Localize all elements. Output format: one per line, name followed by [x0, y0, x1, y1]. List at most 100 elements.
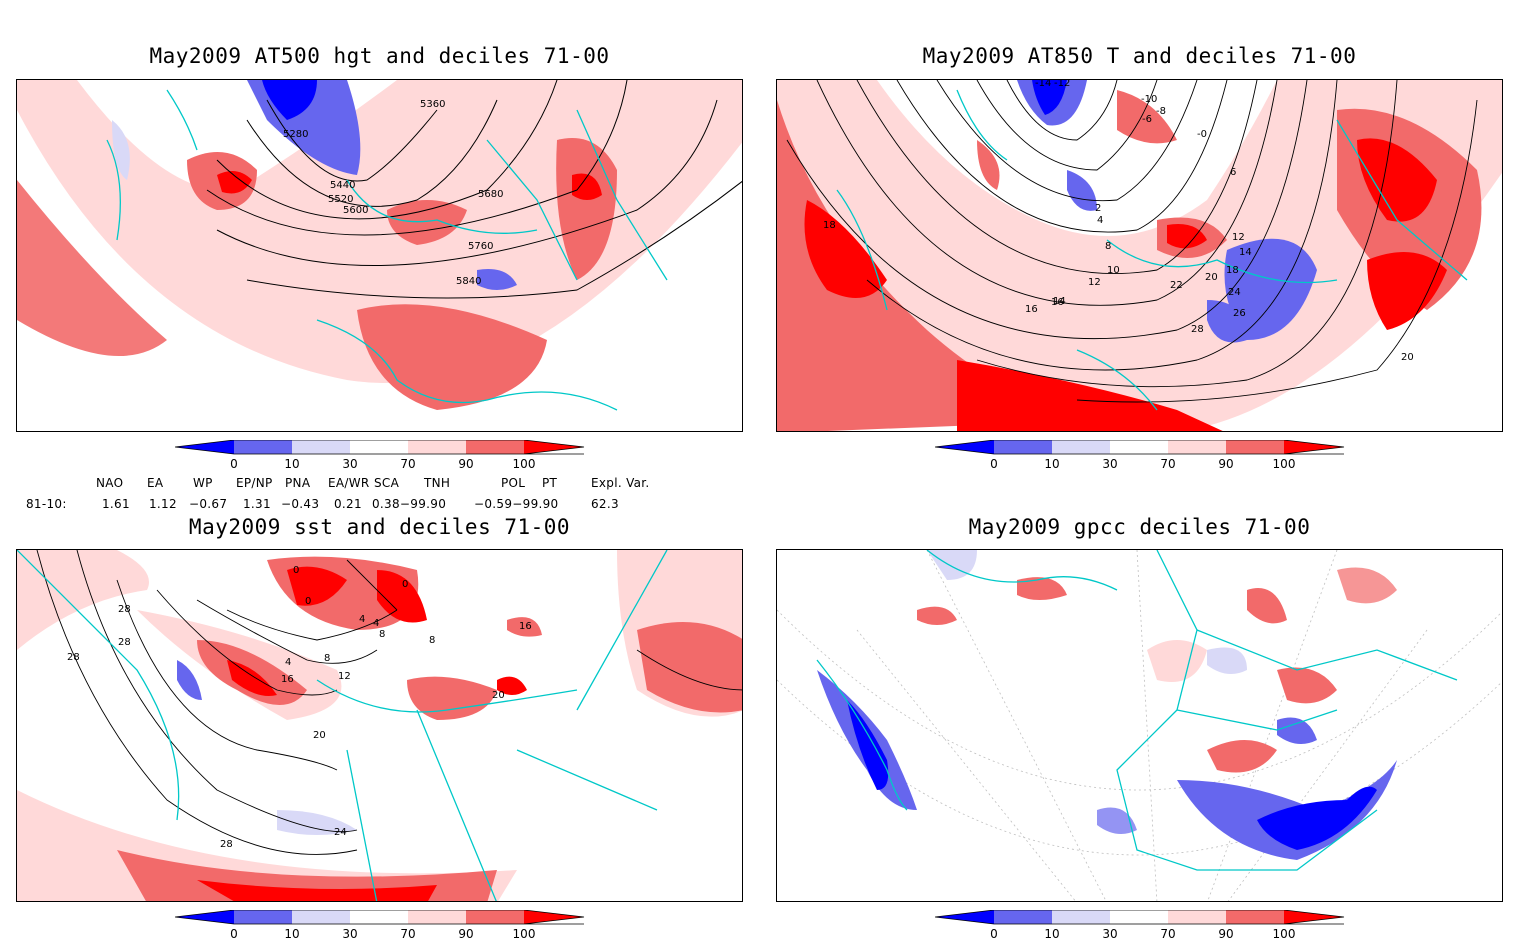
legend-sst: 0 10 30 70 90 100: [175, 910, 595, 946]
legend-tick: 10: [284, 927, 300, 941]
contour-label: 10: [1107, 265, 1120, 276]
contour-label: 4: [373, 618, 379, 629]
legend-tick: 90: [458, 927, 474, 941]
legend-tick: 30: [342, 927, 358, 941]
legend-tick: 0: [230, 457, 238, 471]
contour-label: 5360: [420, 99, 445, 110]
contour-label: -0: [1197, 129, 1207, 140]
contour-label: 0: [402, 579, 408, 590]
index-value-ea: 1.12: [149, 497, 177, 511]
contour-label: -10: [1141, 94, 1157, 105]
legend-tick: 30: [1102, 927, 1118, 941]
contour-label: 8: [429, 635, 435, 646]
legend-tick: 70: [400, 927, 416, 941]
contour-label: 5680: [478, 189, 503, 200]
legend-tick: 30: [342, 457, 358, 471]
contour-label: 14: [1053, 296, 1066, 307]
legend-tick: 10: [284, 457, 300, 471]
legend-tick: 90: [1218, 927, 1234, 941]
contour-label: -12: [1054, 80, 1070, 89]
contour-label: 8: [1105, 241, 1111, 252]
legend-hgt: 0 10 30 70 90 100: [175, 440, 595, 476]
legend-tick: 0: [230, 927, 238, 941]
index-value-pna: −0.43: [281, 497, 320, 511]
index-value-sca: 0.38−99.90: [372, 497, 447, 511]
panel-title-hgt: May2009 AT500 hgt and deciles 71-00: [149, 44, 610, 68]
contour-label: 16: [281, 674, 294, 685]
contour-label: 14: [1239, 247, 1252, 258]
map-sst: 28 28 28 0 0 0 4 4 8 4 8 12 16 16 20 20 …: [16, 549, 743, 902]
index-value-eawr: 0.21: [334, 497, 362, 511]
panel-title-sst: May2009 sst and deciles 71-00: [188, 515, 571, 539]
contour-label: 0: [305, 596, 311, 607]
contour-label: 4: [285, 657, 291, 668]
map-hgt: 5280 5360 5440 5520 5600 5680 5760 5840: [16, 79, 743, 432]
index-header-tnh: TNH: [424, 476, 451, 490]
index-value-tnh: −0.59−99.90: [474, 497, 559, 511]
contour-label: 28: [220, 839, 233, 850]
contour-label: 6: [1230, 167, 1236, 178]
contour-label: 28: [118, 637, 131, 648]
contour-label: 16: [1025, 304, 1038, 315]
contour-label: 2: [1095, 203, 1101, 214]
legend-tick: 90: [1218, 457, 1234, 471]
contour-label: 20: [1205, 272, 1218, 283]
index-header-explvar: Expl. Var.: [591, 476, 650, 490]
index-value-wp: −0.67: [189, 497, 228, 511]
legend-tick: 90: [458, 457, 474, 471]
legend-tick: 70: [1160, 927, 1176, 941]
map-gpcc: [776, 549, 1503, 902]
contour-label: 18: [823, 220, 836, 231]
contour-label: 18: [1226, 265, 1239, 276]
contour-label: 8: [324, 653, 330, 664]
legend-tick: 0: [990, 457, 998, 471]
legend-tick: 10: [1044, 457, 1060, 471]
index-value-epnp: 1.31: [243, 497, 271, 511]
map-temp: -14 -12 -10 -8 -6 -0 2 4 6 8 10 12 14 16…: [776, 79, 1503, 432]
index-row-label: 81-10:: [26, 497, 67, 511]
index-header-sca: SCA: [374, 476, 400, 490]
legend-tick: 100: [512, 457, 536, 471]
legend-gpcc: 0 10 30 70 90 100: [935, 910, 1355, 946]
contour-label: 5520: [328, 194, 353, 205]
contour-label: -6: [1142, 114, 1152, 125]
panel-title-temp: May2009 AT850 T and deciles 71-00: [922, 44, 1357, 68]
contour-label: 24: [334, 827, 347, 838]
contour-label: 12: [1232, 232, 1245, 243]
contour-label: 28: [118, 604, 131, 615]
legend-temp: 0 10 30 70 90 100: [935, 440, 1355, 476]
contour-label: 5280: [283, 129, 308, 140]
panel-title-gpcc: May2009 gpcc deciles 71-00: [968, 515, 1311, 539]
legend-tick: 70: [1160, 457, 1176, 471]
contour-label: 5840: [456, 276, 481, 287]
legend-tick: 100: [1272, 457, 1296, 471]
index-header-ea: EA: [147, 476, 164, 490]
contour-label: 5440: [330, 180, 355, 191]
contour-label: 12: [1088, 277, 1101, 288]
contour-label: 4: [1097, 215, 1103, 226]
index-header-nao: NAO: [96, 476, 124, 490]
legend-tick: 70: [400, 457, 416, 471]
legend-tick: 100: [512, 927, 536, 941]
legend-tick: 10: [1044, 927, 1060, 941]
contour-label: 16: [519, 621, 532, 632]
index-header-eawr: EA/WR: [328, 476, 370, 490]
index-value-nao: 1.61: [102, 497, 130, 511]
contour-label: 0: [293, 565, 299, 576]
contour-label: 5600: [343, 205, 368, 216]
contour-label: 20: [492, 690, 505, 701]
index-header-wp: WP: [193, 476, 213, 490]
index-header-pt: PT: [542, 476, 558, 490]
index-header-pol: POL: [501, 476, 526, 490]
contour-label: 20: [313, 730, 326, 741]
contour-label: 5760: [468, 241, 493, 252]
contour-label: 4: [359, 614, 365, 625]
index-value-explvar: 62.3: [591, 497, 619, 511]
index-header-pna: PNA: [285, 476, 311, 490]
contour-label: 12: [338, 671, 351, 682]
contour-label: -14: [1035, 80, 1051, 89]
contour-label: -8: [1156, 106, 1166, 117]
contour-label: 22: [1170, 280, 1183, 291]
legend-tick: 0: [990, 927, 998, 941]
legend-tick: 30: [1102, 457, 1118, 471]
